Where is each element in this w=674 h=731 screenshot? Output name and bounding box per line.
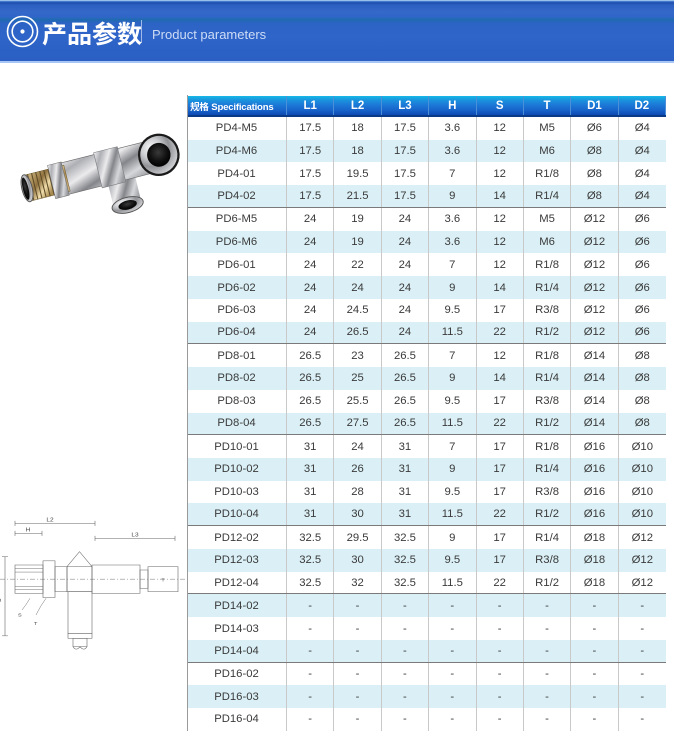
svg-text:L3: L3 [131, 533, 139, 538]
svg-text:T: T [34, 621, 37, 626]
svg-text:H: H [26, 528, 31, 533]
svg-text:S: S [18, 613, 22, 618]
svg-text:D: D [0, 598, 3, 602]
svg-text:T: T [161, 578, 164, 583]
svg-text:L2: L2 [46, 518, 54, 523]
